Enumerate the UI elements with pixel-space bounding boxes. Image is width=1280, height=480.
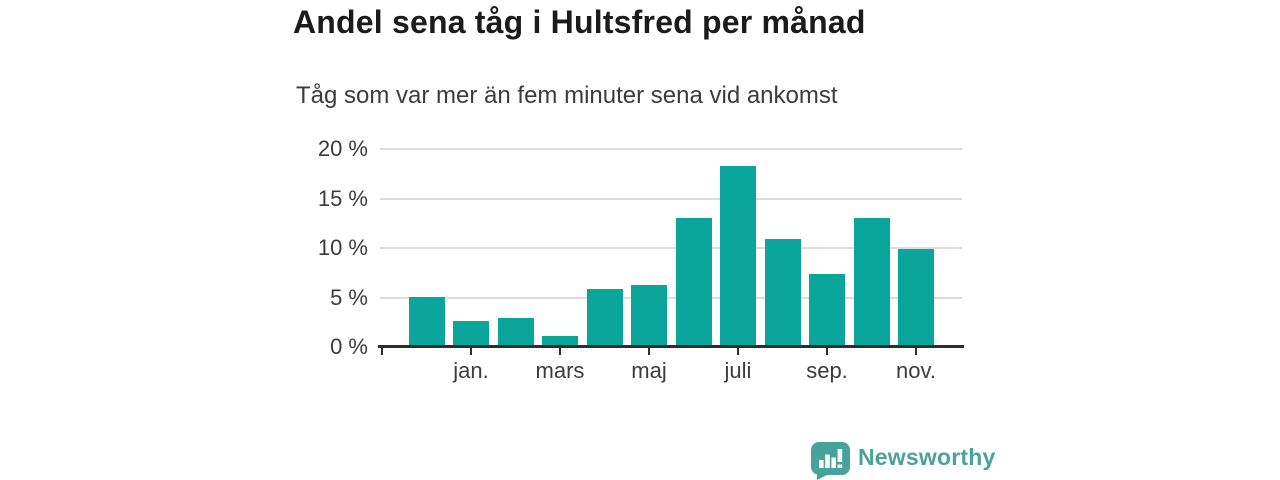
y-axis-label: 15 % <box>317 185 368 211</box>
logo-exclamation-dot <box>837 464 843 468</box>
x-axis-line <box>378 345 964 348</box>
logo-bar-2 <box>825 454 830 468</box>
bar-jan. <box>453 321 489 346</box>
x-axis-label: mars <box>535 358 585 383</box>
bar-dec. <box>408 296 445 346</box>
x-axis-label: maj <box>631 358 667 383</box>
bar-april <box>586 288 623 346</box>
bar-mars <box>542 336 578 346</box>
y-axis-label: 10 % <box>317 235 368 260</box>
newsworthy-logo-text: Newsworthy <box>858 443 996 470</box>
chart-title: Andel sena tåg i Hultsfred per månad <box>293 4 866 40</box>
bar-sep. <box>809 273 845 346</box>
bar-nov. <box>898 248 934 346</box>
newsworthy-logo-icon <box>811 442 850 480</box>
y-axis-label: 5 % <box>330 284 368 310</box>
logo-bar-1 <box>819 460 824 468</box>
gridline-15 <box>380 197 962 200</box>
y-axis-label: 20 % <box>317 136 368 161</box>
logo-bar-3 <box>831 457 836 468</box>
y-axis-label: 0 % <box>330 334 368 359</box>
x-axis-label: jan. <box>453 358 489 383</box>
x-axis-tick-nov. <box>915 347 917 355</box>
bar-juni <box>675 218 712 346</box>
x-axis-tick-sep. <box>826 347 828 355</box>
logo-exclamation-bar <box>837 449 843 462</box>
x-axis-label: nov. <box>896 358 936 383</box>
bar-maj <box>631 284 667 346</box>
x-axis-tick-mars <box>559 347 561 355</box>
chart-subtitle: Tåg som var mer än fem minuter sena vid … <box>296 82 838 109</box>
x-axis-label: sep. <box>806 358 848 383</box>
gridline-20 <box>380 148 962 150</box>
gridline-5 <box>380 296 962 299</box>
plot-area: 0 % 5 % 10 % 15 % 20 % jan. mars maj juli sep. nov… <box>318 136 964 383</box>
gridline-10 <box>380 247 962 249</box>
x-axis-label: juli <box>724 358 752 383</box>
x-axis-tick-jan. <box>470 347 472 355</box>
bar-juli <box>720 165 756 346</box>
bar-feb. <box>497 318 534 346</box>
bar-aug. <box>764 239 801 346</box>
newsworthy-logo: Newsworthy <box>811 442 995 480</box>
x-axis-tick-juli <box>737 347 739 355</box>
axis-origin-tick <box>381 347 383 355</box>
x-axis-tick-maj <box>648 347 650 355</box>
bar-okt. <box>853 218 890 346</box>
